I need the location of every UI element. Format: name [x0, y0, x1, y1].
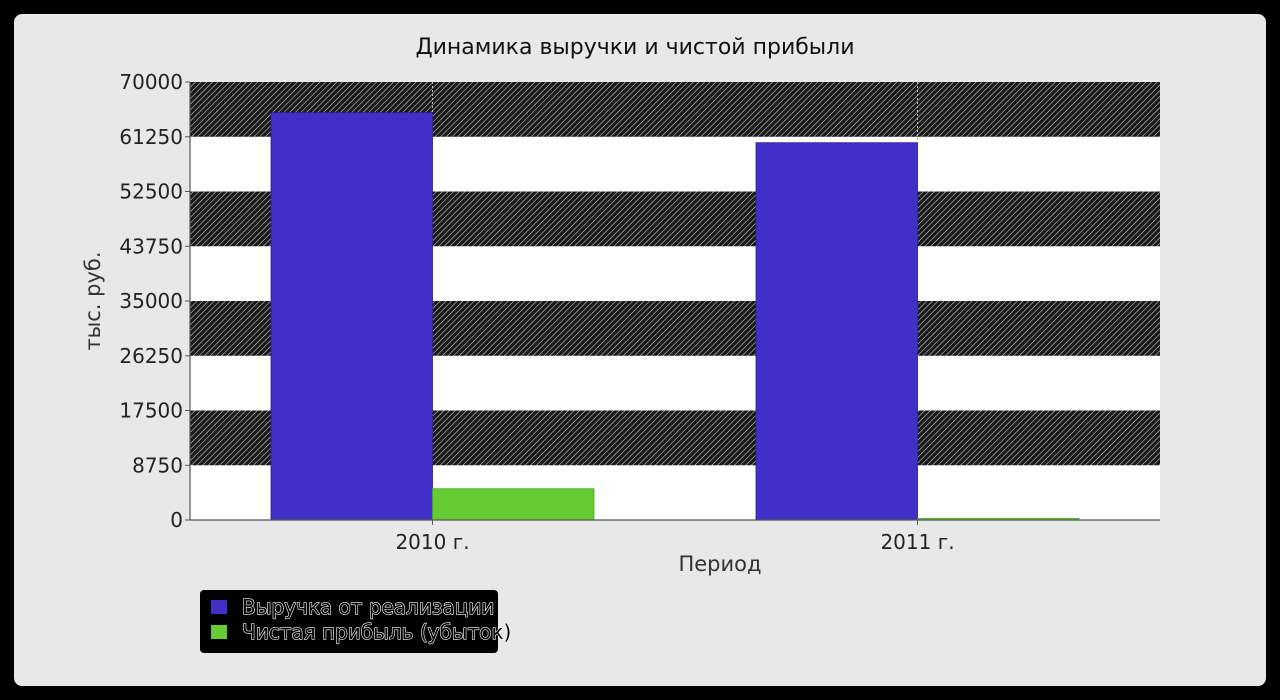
bar: [270, 112, 433, 521]
bar: [432, 488, 595, 521]
y-tick-label: 43750: [119, 234, 183, 258]
legend-swatch: [211, 600, 227, 614]
y-tick-labels: 0 8750 17500 26250 35000 43750 52500 61250 70000: [119, 70, 183, 532]
x-tick-labels: 2010 г. 2011 г.: [395, 530, 954, 554]
legend-swatch: [211, 625, 227, 639]
y-tick-label: 70000: [119, 70, 183, 94]
legend-label: Выручка от реализации: [242, 595, 494, 619]
bar: [755, 142, 918, 521]
chart-title: Динамика выручки и чистой прибыли: [415, 35, 854, 60]
y-tick-label: 17500: [119, 399, 183, 423]
x-tick-label: 2011 г.: [880, 530, 954, 554]
y-axis-title: тыс. руб.: [81, 251, 105, 350]
y-tick-label: 52500: [119, 180, 183, 204]
x-axis-title: Период: [678, 552, 761, 576]
x-tick-label: 2010 г.: [395, 530, 469, 554]
y-tick-label: 35000: [119, 289, 183, 313]
legend-box: [200, 590, 498, 653]
y-tick-label: 8750: [132, 453, 183, 477]
legend-label: Чистая прибыль (убыток): [242, 620, 511, 644]
bars: [270, 112, 1080, 521]
y-tick-label: 0: [170, 508, 183, 532]
y-tick-label: 61250: [119, 125, 183, 149]
axes: [185, 81, 1160, 525]
y-tick-label: 26250: [119, 344, 183, 368]
